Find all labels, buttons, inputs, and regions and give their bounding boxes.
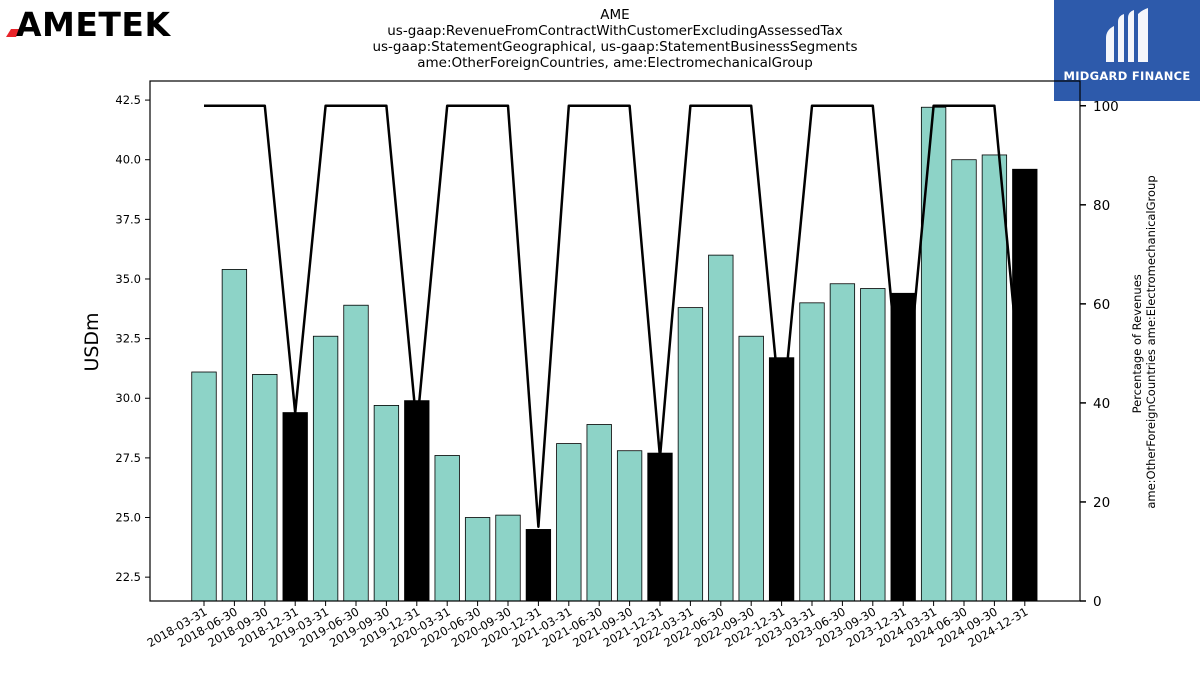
- bar-2023-06-30: [829, 283, 856, 602]
- bar-2019-06-30: [343, 304, 369, 602]
- y-tick-label: 42.5: [115, 93, 141, 107]
- y2-axis-label-line-2: ame:OtherForeignCountries ame:Electromec…: [1144, 175, 1158, 508]
- bar-2020-12-31: [525, 529, 552, 602]
- percentage-line: [204, 104, 1027, 528]
- bar-2022-09-30: [738, 335, 764, 602]
- bar-2019-12-31: [404, 400, 430, 602]
- chart-title: AME us-gaap:RevenueFromContractWithCusto…: [315, 7, 915, 71]
- chart-title-line-3: us-gaap:StatementGeographical, us-gaap:S…: [372, 39, 858, 55]
- percentage-line-series: [204, 104, 1027, 528]
- y-tick-label: 40.0: [115, 153, 141, 167]
- bar-2018-12-31: [282, 412, 308, 602]
- midgard-logo-text: MIDGARD FINANCE: [1063, 69, 1191, 83]
- bar-2020-03-31: [434, 455, 460, 602]
- chart-title-line-4: ame:OtherForeignCountries, ame:Electrome…: [417, 55, 813, 71]
- y2-tick-label: 40: [1093, 396, 1110, 412]
- bar-series: [191, 106, 1038, 602]
- y-tick-label: 22.5: [115, 570, 141, 584]
- ametek-logo: AMETEK: [6, 5, 171, 38]
- bar-2021-06-30: [586, 424, 612, 602]
- bar-2024-06-30: [951, 159, 977, 602]
- bar-2021-09-30: [616, 450, 643, 602]
- bar-2020-06-30: [464, 517, 491, 602]
- bar-2023-09-30: [860, 288, 886, 602]
- plot-frame: [149, 80, 1081, 602]
- bar-2022-12-31: [768, 357, 795, 602]
- y-axis-label: USDm: [81, 312, 103, 371]
- midgard-finance-logo: MIDGARD FINANCE: [1054, 0, 1200, 101]
- y2-tick-label: 20: [1093, 495, 1110, 511]
- bar-2024-12-31: [1012, 168, 1038, 602]
- y-tick-label: 30.0: [115, 391, 141, 405]
- bar-2022-06-30: [708, 254, 734, 602]
- y2-axis-label-line-1: Percentage of Revenues: [1130, 274, 1144, 413]
- bar-2018-09-30: [252, 373, 278, 602]
- bar-2022-03-31: [677, 307, 704, 602]
- bar-2023-03-31: [799, 302, 825, 602]
- y-tick-label: 25.0: [115, 511, 141, 525]
- y2-tick-label: 0: [1093, 594, 1102, 610]
- chart-title-line-2: us-gaap:RevenueFromContractWithCustomerE…: [387, 23, 843, 39]
- bar-2020-09-30: [495, 514, 521, 602]
- bar-2021-12-31: [647, 452, 673, 602]
- y-tick-label: 27.5: [115, 451, 141, 465]
- bar-2018-03-31: [191, 371, 217, 602]
- y2-tick-label: 80: [1093, 198, 1110, 214]
- ametek-logo-text: AMETEK: [16, 5, 171, 38]
- bar-2021-03-31: [556, 443, 582, 602]
- y-tick-label: 32.5: [115, 332, 141, 346]
- midgard-m-icon: [1106, 8, 1148, 62]
- bar-2024-09-30: [981, 154, 1008, 602]
- y2-tick-label: 100: [1093, 99, 1119, 115]
- chart-title-line-1: AME: [600, 7, 630, 23]
- y2-tick-label: 60: [1093, 297, 1110, 313]
- bar-2018-06-30: [221, 269, 248, 602]
- y2-axis-label: Percentage of Revenues ame:OtherForeignC…: [1130, 175, 1158, 508]
- ametek-logo-red-mark: [6, 29, 21, 37]
- y-tick-label: 35.0: [115, 272, 141, 286]
- bar-2019-09-30: [373, 405, 400, 602]
- bar-2019-03-31: [312, 335, 339, 602]
- bar-2024-03-31: [920, 106, 947, 602]
- y-tick-label: 37.5: [115, 212, 141, 226]
